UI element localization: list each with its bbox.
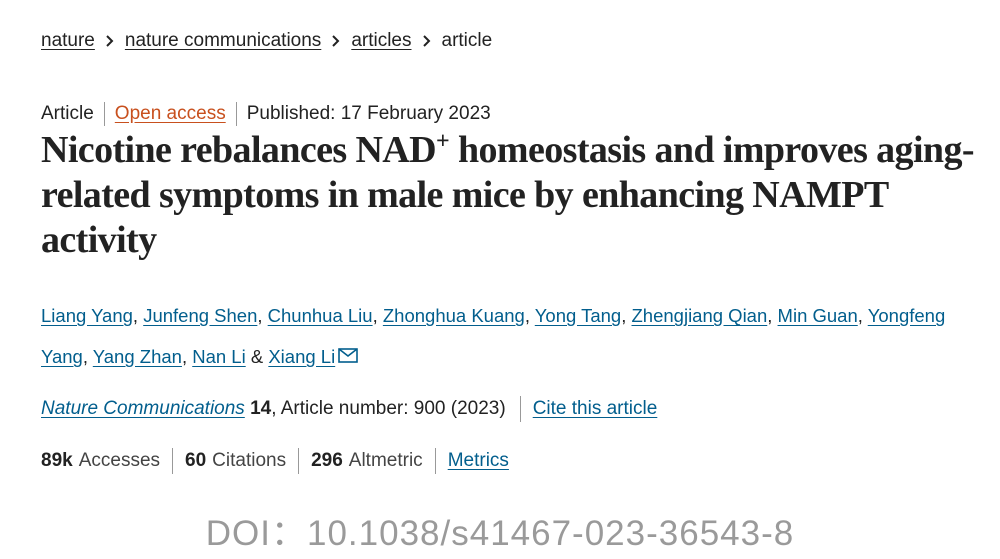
author-separator: , [181,346,188,367]
metric: 60 Citations [172,448,298,474]
article-title: Nicotine rebalances NAD+ homeostasis and… [41,128,976,263]
author-separator: , [257,305,263,326]
chevron [332,35,340,47]
author-separator: , [767,305,773,326]
breadcrumb: nature nature communications articles artic… [41,30,492,52]
title-superscript: + [436,128,450,155]
author-separator: , [82,346,88,367]
author-link[interactable]: Zhengjiang Qian [631,305,768,326]
metrics: 89k Accesses 60 Citations 296 Altmetric Metric… [41,448,509,474]
metric-value: 89k [41,450,73,471]
metrics-link[interactable]: Metrics [434,448,509,474]
breadcrumb-item: article [441,30,493,51]
author-link[interactable]: Zhonghua Kuang [382,305,525,326]
author-link[interactable]: Yongfeng Yang [41,305,946,367]
chevron-path [422,35,430,47]
chevron-path [106,35,114,47]
published-date: Published: 17 February 2023 [235,102,501,126]
article-type: Article [41,103,94,124]
mail-frame [338,348,358,363]
author-separator: , [524,305,530,326]
metric-label: Accesses [78,450,161,471]
author-link[interactable]: Chunhua Liu [267,305,373,326]
volume: 14 [250,398,272,419]
divider [519,396,521,422]
metric: 296 Altmetric [298,448,435,474]
author-separator: , [621,305,627,326]
metric-value: 60 [185,450,207,471]
author-list: Liang Yang, Junfeng Shen, Chunhua Liu, Z… [41,295,976,377]
metric-label: Citations [212,450,287,471]
title-text: homeostasis and improves aging-related s… [41,129,975,261]
article-meta: Article Open access Published: 17 Februa… [41,102,501,126]
metric-value: 296 [311,450,343,471]
author-link[interactable]: Xiang Li [268,346,336,367]
author-separator: , [857,305,863,326]
breadcrumb-item[interactable]: articles [351,30,412,51]
author-link[interactable]: Yang Zhan [92,346,182,367]
author-link[interactable]: Liang Yang [41,305,133,326]
author-separator: , [132,305,139,326]
open-access[interactable]: Open access [103,102,236,126]
citation: Nature Communications 14, Article number… [41,396,657,422]
breadcrumb-item[interactable]: nature [41,30,95,51]
chevron [106,35,114,47]
cite-link[interactable]: Cite this article [532,398,658,419]
citation-details: , Article number: 900 (2023) [271,398,506,419]
title-text: Nicotine rebalances NAD [41,129,437,171]
mail-icon[interactable] [338,348,358,364]
author-link[interactable]: Min Guan [777,305,858,326]
author-link[interactable]: Junfeng Shen [143,305,258,326]
chevron [422,35,430,47]
author-conjunction: & [250,346,264,367]
author-link[interactable]: Yong Tang [534,305,622,326]
doi-watermark: DOI：10.1038/s41467-023-36543-8 [205,514,795,553]
journal-link[interactable]: Nature Communications [41,398,245,419]
chevron-path [332,35,340,47]
mail-flap [338,348,358,358]
metric: 89k Accesses [41,448,172,474]
breadcrumb-item[interactable]: nature communications [124,30,322,51]
metric-label: Altmetric [348,450,423,471]
author-link[interactable]: Nan Li [192,346,246,367]
author-separator: , [372,305,378,326]
